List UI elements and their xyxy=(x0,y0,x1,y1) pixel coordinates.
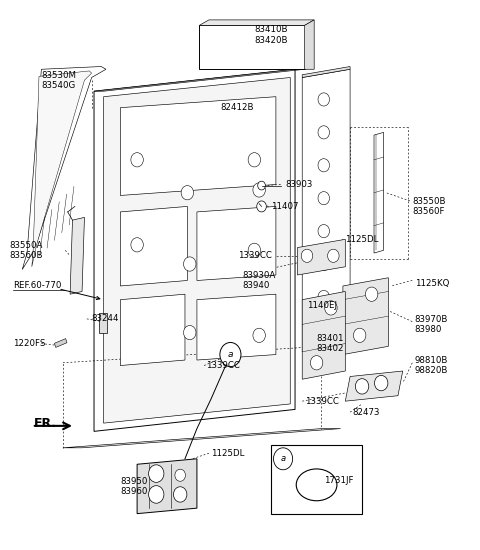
Text: FR.: FR. xyxy=(34,417,57,430)
Polygon shape xyxy=(22,67,106,270)
Text: a: a xyxy=(228,350,233,359)
Bar xyxy=(99,314,108,333)
Polygon shape xyxy=(94,69,295,431)
Circle shape xyxy=(301,249,313,262)
Circle shape xyxy=(248,243,261,257)
Text: 83950
83960: 83950 83960 xyxy=(120,476,148,496)
Text: 1731JF: 1731JF xyxy=(324,476,353,485)
Text: 83930A
83940: 83930A 83940 xyxy=(242,271,276,290)
Polygon shape xyxy=(199,25,305,69)
Text: 1140EJ: 1140EJ xyxy=(307,301,337,310)
Circle shape xyxy=(220,343,241,367)
Text: 83410B
83420B: 83410B 83420B xyxy=(254,25,288,45)
Polygon shape xyxy=(199,20,314,25)
Polygon shape xyxy=(120,97,276,195)
Text: 83401
83402: 83401 83402 xyxy=(317,334,344,353)
Circle shape xyxy=(183,326,196,340)
Circle shape xyxy=(248,153,261,167)
Text: 1339CC: 1339CC xyxy=(238,251,272,260)
Circle shape xyxy=(173,487,187,502)
Bar xyxy=(271,445,362,514)
Text: 83550B
83560F: 83550B 83560F xyxy=(412,197,446,216)
Polygon shape xyxy=(94,69,305,91)
Polygon shape xyxy=(32,71,92,267)
Polygon shape xyxy=(63,428,340,448)
Text: 83244: 83244 xyxy=(92,315,119,323)
Circle shape xyxy=(131,238,144,252)
Circle shape xyxy=(149,465,164,482)
Circle shape xyxy=(324,301,337,315)
Circle shape xyxy=(258,181,265,190)
Text: 1125DL: 1125DL xyxy=(345,235,379,244)
Polygon shape xyxy=(197,294,276,360)
Circle shape xyxy=(175,469,185,481)
Circle shape xyxy=(131,153,144,167)
Circle shape xyxy=(311,356,323,370)
Text: 82473: 82473 xyxy=(352,408,380,417)
Text: 1125KQ: 1125KQ xyxy=(415,279,449,288)
Polygon shape xyxy=(374,133,384,253)
Polygon shape xyxy=(305,20,314,69)
Circle shape xyxy=(318,257,329,271)
Polygon shape xyxy=(120,294,185,366)
Text: 83530M
83540G: 83530M 83540G xyxy=(41,70,76,90)
Text: 11407: 11407 xyxy=(271,202,299,211)
Circle shape xyxy=(318,159,329,172)
Circle shape xyxy=(353,328,366,343)
Polygon shape xyxy=(302,292,345,379)
Text: REF.60-770: REF.60-770 xyxy=(12,282,61,290)
Circle shape xyxy=(318,191,329,205)
Text: 83903: 83903 xyxy=(286,180,313,189)
Circle shape xyxy=(355,379,369,394)
Polygon shape xyxy=(302,69,350,352)
Circle shape xyxy=(327,249,339,262)
Polygon shape xyxy=(104,78,290,423)
Circle shape xyxy=(318,290,329,304)
Text: 1220FS: 1220FS xyxy=(12,339,45,348)
Bar xyxy=(54,339,67,348)
Circle shape xyxy=(274,448,293,470)
Circle shape xyxy=(257,201,266,212)
Circle shape xyxy=(318,93,329,106)
Text: 83550A
83560B: 83550A 83560B xyxy=(9,240,43,260)
Circle shape xyxy=(181,185,193,200)
Circle shape xyxy=(318,224,329,238)
Text: 1125DL: 1125DL xyxy=(211,449,245,458)
Circle shape xyxy=(365,287,378,301)
Circle shape xyxy=(183,257,196,271)
Polygon shape xyxy=(120,206,187,286)
Circle shape xyxy=(149,486,164,503)
Polygon shape xyxy=(302,67,350,78)
Circle shape xyxy=(318,126,329,139)
Polygon shape xyxy=(343,278,388,355)
Text: a: a xyxy=(280,454,286,463)
Text: 1339CC: 1339CC xyxy=(305,397,338,406)
Polygon shape xyxy=(197,206,276,280)
Text: 82412B: 82412B xyxy=(221,103,254,112)
Circle shape xyxy=(374,376,388,390)
Polygon shape xyxy=(70,217,84,294)
Text: 1339CC: 1339CC xyxy=(206,361,240,370)
Ellipse shape xyxy=(296,469,337,500)
Polygon shape xyxy=(345,371,403,401)
Text: 83970B
83980: 83970B 83980 xyxy=(415,315,448,334)
Circle shape xyxy=(253,183,265,197)
Polygon shape xyxy=(137,459,197,514)
Polygon shape xyxy=(298,239,345,275)
Circle shape xyxy=(253,328,265,343)
Text: 98810B
98820B: 98810B 98820B xyxy=(415,356,448,375)
